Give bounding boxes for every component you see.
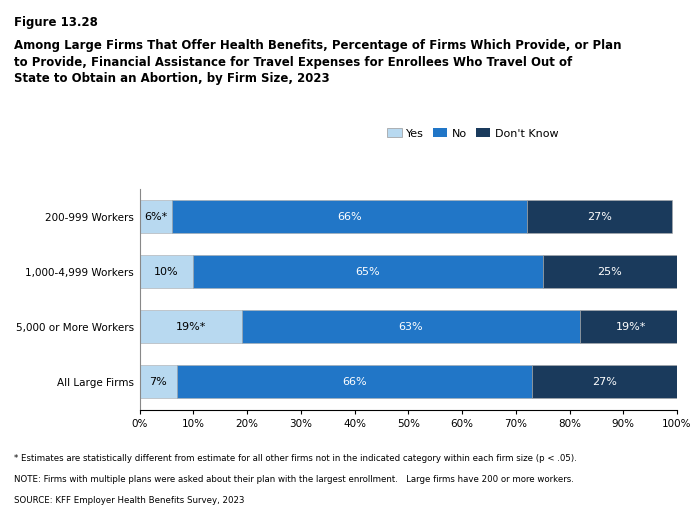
Text: 66%: 66% xyxy=(337,212,362,222)
Bar xyxy=(542,255,677,288)
Bar xyxy=(242,310,580,343)
Text: SOURCE: KFF Employer Health Benefits Survey, 2023: SOURCE: KFF Employer Health Benefits Sur… xyxy=(14,496,244,505)
Bar xyxy=(580,310,683,343)
Text: Among Large Firms That Offer Health Benefits, Percentage of Firms Which Provide,: Among Large Firms That Offer Health Bene… xyxy=(14,39,621,86)
Text: 27%: 27% xyxy=(592,377,617,387)
Text: NOTE: Firms with multiple plans were asked about their plan with the largest enr: NOTE: Firms with multiple plans were ask… xyxy=(14,475,574,484)
Text: 6%*: 6%* xyxy=(144,212,168,222)
Text: * Estimates are statistically different from estimate for all other firms not in: * Estimates are statistically different … xyxy=(14,454,577,463)
Bar xyxy=(532,365,677,398)
Bar xyxy=(193,255,542,288)
Bar xyxy=(140,365,177,398)
Bar xyxy=(140,255,193,288)
Text: 7%: 7% xyxy=(149,377,168,387)
Text: 27%: 27% xyxy=(587,212,611,222)
Bar xyxy=(177,365,532,398)
Text: 63%: 63% xyxy=(399,322,423,332)
Bar xyxy=(172,200,526,233)
Text: 65%: 65% xyxy=(356,267,380,277)
Text: 66%: 66% xyxy=(342,377,367,387)
Bar xyxy=(140,310,242,343)
Text: 19%*: 19%* xyxy=(175,322,206,332)
Bar xyxy=(526,200,671,233)
Bar xyxy=(140,200,172,233)
Text: 19%*: 19%* xyxy=(616,322,646,332)
Text: Figure 13.28: Figure 13.28 xyxy=(14,16,98,29)
Text: 10%: 10% xyxy=(154,267,179,277)
Text: 25%: 25% xyxy=(597,267,622,277)
Legend: Yes, No, Don't Know: Yes, No, Don't Know xyxy=(383,124,563,143)
